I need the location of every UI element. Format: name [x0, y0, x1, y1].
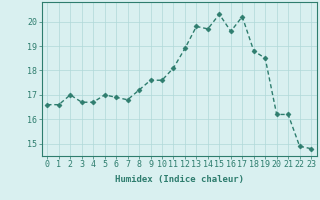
X-axis label: Humidex (Indice chaleur): Humidex (Indice chaleur): [115, 175, 244, 184]
